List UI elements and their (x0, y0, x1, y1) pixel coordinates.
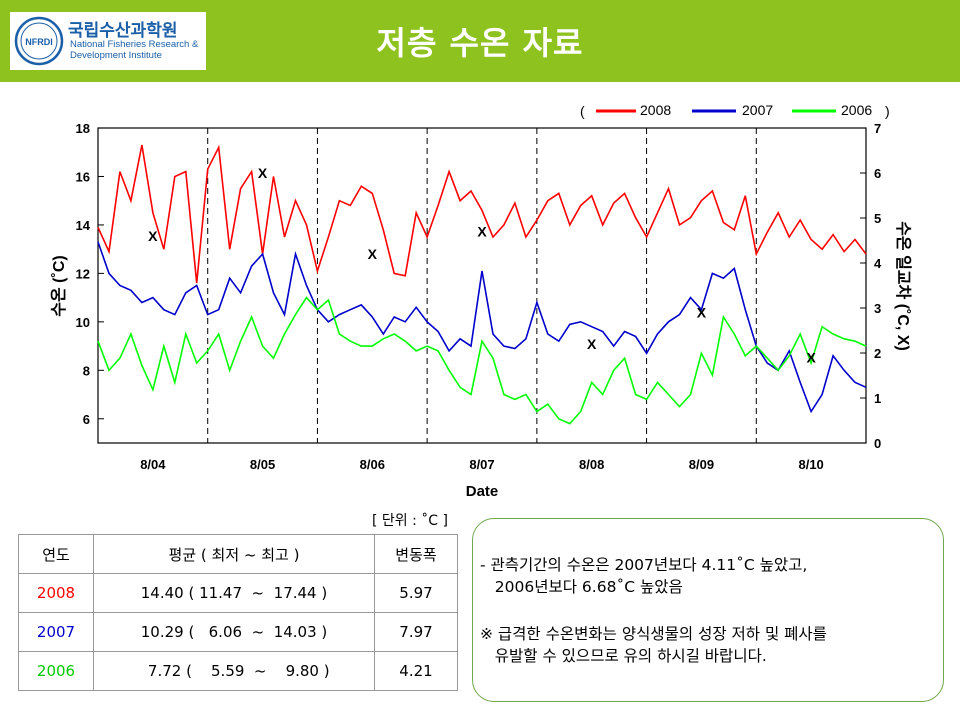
left-tick-label: 14 (76, 218, 91, 233)
logo-en-line2: Development Institute (70, 50, 162, 61)
right-tick-label: 0 (874, 436, 881, 451)
x-axis: 8/04 8/05 8/06 8/07 8/08 8/09 8/10 (140, 457, 824, 472)
table-row: 2008 14.40 ( 11.47 ~ 17.44 ) 5.97 (18, 573, 458, 613)
row-avg: 14.40 ( 11.47 ~ 17.44 ) (93, 573, 375, 613)
notes-box (472, 518, 944, 702)
row-avg: 7.72 ( 5.59 ~ 9.80 ) (93, 651, 375, 691)
table-row: 2007 10.29 ( 6.06 ~ 14.03 ) 7.97 (18, 612, 458, 652)
left-tick-label: 6 (83, 412, 90, 427)
row-avg: 10.29 ( 6.06 ~ 14.03 ) (93, 612, 375, 652)
x-tick-label: 8/04 (140, 457, 166, 472)
daily-range-marker: X (368, 246, 378, 262)
row-range: 4.21 (374, 651, 458, 691)
row-year: 2007 (18, 612, 94, 652)
x-axis-title: Date (466, 483, 499, 500)
left-tick-label: 10 (76, 315, 90, 330)
logo-title-kr: 국립수산과학원 (68, 21, 178, 41)
series-line-2008 (97, 144, 867, 284)
logo-en-line1: National Fisheries Research & (70, 39, 199, 50)
note-line-4: 유발할 수 있으므로 유의 하시길 바랍니다. (480, 647, 767, 665)
header-bar: NFRDI 국립수산과학원 National Fisheries Researc… (0, 0, 960, 82)
emblem-text: NFRDI (25, 37, 53, 47)
row-year: 2008 (18, 573, 94, 613)
series-line-2007 (97, 241, 867, 414)
daily-range-marker: X (477, 224, 487, 240)
daily-range-marker: X (697, 305, 707, 321)
header-avg: 평균 ( 최저 ~ 최고 ) (93, 534, 375, 574)
unit-note: [ 단위 : ˚C ] (372, 513, 448, 529)
row-range: 7.97 (374, 612, 458, 652)
right-axis: 0 1 2 3 4 5 6 7 (860, 121, 882, 451)
legend-label-2008: 2008 (640, 102, 671, 118)
left-tick-label: 18 (76, 121, 90, 136)
right-tick-label: 4 (874, 256, 882, 271)
daily-range-marker: X (806, 350, 816, 366)
daily-range-marker: X (587, 336, 597, 352)
nfrdi-emblem-icon: NFRDI (14, 16, 64, 66)
institute-logo: NFRDI 국립수산과학원 National Fisheries Researc… (10, 12, 206, 70)
header-year: 연도 (18, 534, 94, 574)
right-tick-label: 1 (874, 391, 881, 406)
table-header-row: 연도 평균 ( 최저 ~ 최고 ) 변동폭 (18, 534, 458, 574)
note-line-3: ※ 급격한 수온변화는 양식생물의 성장 저하 및 폐사를 (480, 625, 827, 643)
legend-label-2006: 2006 (841, 102, 872, 118)
left-axis-title: 수온 (˚C) (50, 255, 68, 316)
left-axis: 6 8 10 12 14 16 18 (76, 121, 104, 427)
x-tick-label: 8/05 (250, 457, 275, 472)
x-tick-label: 8/06 (360, 457, 385, 472)
stats-table: 연도 평균 ( 최저 ~ 최고 ) 변동폭 2008 14.40 ( 11.47… (18, 534, 458, 691)
daily-range-marker: X (258, 165, 268, 181)
row-range: 5.97 (374, 573, 458, 613)
legend-open-paren: ( (580, 103, 585, 119)
right-tick-label: 2 (874, 346, 881, 361)
daily-range-markers: X X X X X X X (148, 165, 816, 366)
x-tick-label: 8/08 (579, 457, 604, 472)
day-dividers (207, 128, 757, 443)
logo-title-en: National Fisheries Research & Developmen… (70, 39, 198, 61)
right-axis-title: 수온 일교차 (˚C, X) (894, 221, 912, 351)
plot-area (97, 127, 867, 444)
table-row: 2006 7.72 ( 5.59 ~ 9.80 ) 4.21 (18, 651, 458, 691)
left-tick-label: 16 (76, 169, 90, 184)
right-tick-label: 6 (874, 166, 881, 181)
right-tick-label: 7 (874, 121, 881, 136)
x-tick-label: 8/07 (469, 457, 494, 472)
x-tick-label: 8/09 (689, 457, 714, 472)
right-tick-label: 3 (874, 301, 881, 316)
right-tick-label: 5 (874, 211, 881, 226)
legend-label-2007: 2007 (742, 102, 773, 118)
left-tick-label: 8 (83, 363, 90, 378)
x-tick-label: 8/10 (798, 457, 823, 472)
legend-close-paren: ) (885, 103, 890, 119)
series-lines (97, 144, 867, 425)
page-title: 저층 수온 자료 (376, 24, 584, 62)
daily-range-marker: X (148, 228, 158, 244)
row-year: 2006 (18, 651, 94, 691)
series-line-2006 (97, 296, 867, 425)
header-range: 변동폭 (374, 534, 458, 574)
left-tick-label: 12 (76, 266, 90, 281)
chart-legend: ( 2008 2007 2006 ) (580, 102, 890, 119)
note-line-1: - 관측기간의 수온은 2007년보다 4.11˚C 높았고, (480, 556, 808, 574)
note-line-2: 2006년보다 6.68˚C 높았음 (480, 578, 683, 596)
